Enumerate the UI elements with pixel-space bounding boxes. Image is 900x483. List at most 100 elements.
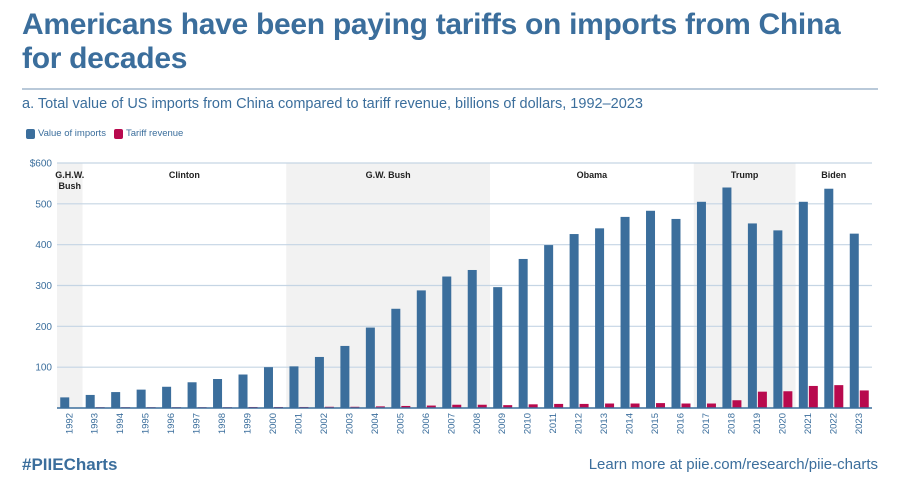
bar-imports — [213, 379, 223, 408]
x-tick-label: 2009 — [497, 413, 508, 434]
bar-imports — [722, 187, 732, 408]
admin-label: G.H.W. — [55, 170, 84, 180]
legend-swatch-tariff — [113, 128, 123, 139]
x-tick-label: 2010 — [523, 413, 534, 434]
bar-imports — [646, 210, 656, 408]
bar-imports — [518, 258, 528, 408]
bar-imports — [391, 308, 401, 408]
x-tick-label: 1997 — [192, 413, 203, 434]
x-tick-label: 2004 — [370, 413, 381, 434]
bar-tariff — [528, 404, 538, 408]
admin-label: G.W. Bush — [366, 170, 411, 180]
x-tick-label: 2011 — [548, 413, 559, 433]
learn-more-link[interactable]: Learn more at piie.com/research/piie-cha… — [588, 456, 878, 473]
x-tick-label: 2001 — [293, 413, 304, 434]
x-tick-label: 2017 — [701, 413, 712, 434]
bar-imports — [60, 397, 70, 408]
legend-label-tariff: Tariff revenue — [125, 128, 184, 139]
x-tick-label: 1993 — [90, 413, 101, 434]
x-tick-label: 1994 — [115, 413, 126, 434]
bar-imports — [824, 188, 834, 408]
y-tick-label: 100 — [35, 363, 52, 374]
y-tick-label: 200 — [35, 322, 52, 333]
bar-tariff — [656, 403, 666, 408]
bar-imports — [416, 290, 426, 408]
x-tick-label: 2014 — [625, 413, 636, 434]
bar-tariff — [706, 403, 716, 408]
bar-tariff — [477, 404, 487, 408]
bar-tariff — [579, 403, 589, 408]
bar-tariff — [859, 390, 869, 408]
bar-imports — [467, 269, 477, 408]
bar-imports — [187, 382, 197, 408]
bar-imports — [85, 394, 95, 408]
x-tick-label: 2022 — [828, 413, 839, 434]
x-tick-label: 1992 — [64, 413, 75, 434]
legend-swatch-imports — [26, 128, 35, 139]
chart-title: Americans have been paying tariffs on im… — [22, 8, 841, 75]
legend-item-imports: Value of imports — [26, 128, 106, 139]
y-tick-label: 400 — [35, 240, 52, 251]
bar-imports — [544, 245, 554, 408]
bar-imports — [111, 392, 121, 408]
bar-tariff — [401, 405, 411, 408]
bar-imports — [314, 356, 324, 408]
bar-imports — [595, 228, 605, 408]
bar-tariff — [757, 391, 767, 408]
bar-imports — [798, 201, 808, 408]
bar-imports — [442, 276, 452, 408]
bar-tariff — [783, 391, 793, 408]
admin-label: Trump — [731, 170, 759, 180]
bar-imports — [849, 233, 859, 408]
x-tick-label: 2008 — [472, 413, 483, 434]
bar-imports — [569, 234, 579, 408]
bar-imports — [162, 386, 172, 408]
x-tick-label: 2023 — [854, 413, 865, 434]
bar-imports — [289, 366, 299, 408]
x-tick-label: 2019 — [752, 413, 763, 434]
x-tick-label: 2018 — [726, 413, 737, 434]
legend-label-imports: Value of imports — [38, 128, 106, 139]
bar-imports — [620, 216, 630, 408]
bar-tariff — [732, 400, 742, 408]
bar-imports — [493, 287, 503, 408]
bar-imports — [238, 374, 248, 408]
bar-tariff — [375, 406, 385, 408]
x-tick-label: 2016 — [676, 413, 687, 434]
x-tick-label: 2015 — [650, 413, 661, 434]
bar-tariff — [834, 385, 844, 408]
y-tick-label: 500 — [35, 199, 52, 210]
admin-label: Biden — [821, 170, 846, 180]
bar-imports — [263, 367, 273, 408]
x-tick-label: 2020 — [777, 413, 788, 434]
x-tick-label: 2013 — [599, 413, 610, 434]
admin-label: Obama — [577, 170, 609, 180]
bar-tariff — [808, 385, 818, 408]
x-tick-label: 2007 — [446, 413, 457, 434]
admin-label: Clinton — [169, 170, 200, 180]
x-tick-label: 1998 — [217, 413, 228, 434]
y-tick-label: 300 — [35, 281, 52, 292]
bar-imports — [671, 218, 681, 408]
bar-tariff — [605, 403, 615, 408]
bar-imports — [365, 327, 375, 408]
legend: Value of imports Tariff revenue — [26, 128, 183, 139]
hashtag: #PIIECharts — [22, 455, 118, 474]
bar-tariff — [503, 405, 513, 408]
x-tick-label: 1996 — [166, 413, 177, 434]
x-tick-label: 2012 — [574, 413, 585, 434]
admin-label: Bush — [58, 181, 81, 191]
bar-tariff — [426, 405, 436, 408]
x-tick-label: 2005 — [395, 413, 406, 434]
x-tick-label: 2003 — [344, 413, 355, 434]
x-tick-label: 2000 — [268, 413, 279, 434]
x-tick-label: 1995 — [141, 413, 152, 434]
bar-imports — [340, 345, 350, 408]
title-divider — [22, 88, 878, 90]
x-tick-label: 2006 — [421, 413, 432, 434]
chart-subtitle: a. Total value of US imports from China … — [22, 96, 643, 112]
bar-tariff — [681, 403, 691, 408]
x-tick-label: 2021 — [803, 413, 814, 434]
bar-tariff — [630, 403, 640, 408]
